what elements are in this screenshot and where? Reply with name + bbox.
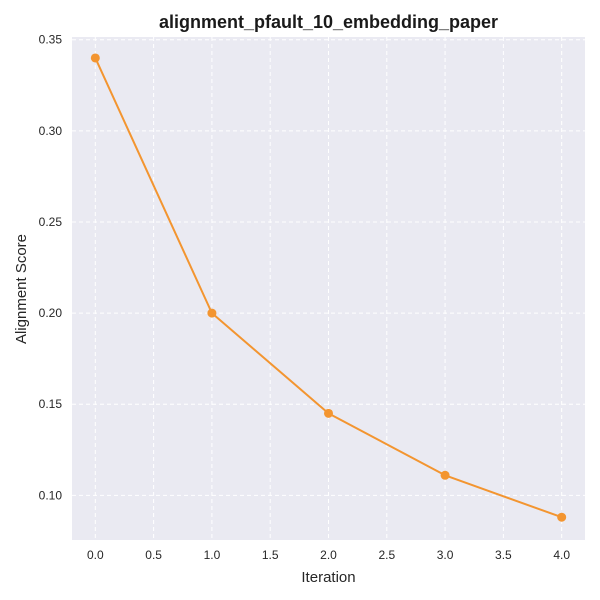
x-tick-label: 0.5 bbox=[145, 548, 162, 562]
y-axis-title: Alignment Score bbox=[13, 234, 30, 344]
series-group bbox=[90, 53, 567, 522]
x-tick-label: 3.0 bbox=[437, 548, 454, 562]
x-tick-label: 1.0 bbox=[204, 548, 221, 562]
x-tick-label: 4.0 bbox=[553, 548, 570, 562]
x-axis-title: Iteration bbox=[301, 569, 355, 586]
data-point bbox=[207, 308, 217, 318]
x-tick-label: 1.5 bbox=[262, 548, 279, 562]
x-tick-label: 2.5 bbox=[378, 548, 395, 562]
y-axis-ticks: 0.10 0.15 0.20 0.25 0.30 0.35 bbox=[39, 33, 63, 503]
data-point bbox=[557, 512, 567, 522]
y-tick-label: 0.10 bbox=[39, 488, 63, 502]
chart-title: alignment_pfault_10_embedding_paper bbox=[159, 12, 498, 32]
y-tick-label: 0.30 bbox=[39, 124, 63, 138]
plot-area bbox=[72, 37, 585, 540]
y-tick-label: 0.15 bbox=[39, 397, 63, 411]
data-point bbox=[324, 408, 333, 418]
y-tick-label: 0.25 bbox=[39, 215, 63, 229]
y-tick-label: 0.35 bbox=[39, 33, 63, 47]
data-point bbox=[90, 53, 100, 63]
x-axis-ticks: 0.0 0.5 1.0 1.5 2.0 2.5 3.0 3.5 4.0 bbox=[87, 548, 570, 562]
x-tick-label: 2.0 bbox=[320, 548, 337, 562]
y-tick-label: 0.20 bbox=[39, 306, 63, 320]
data-point bbox=[440, 470, 450, 480]
grid-lines bbox=[72, 37, 585, 540]
x-tick-label: 0.0 bbox=[87, 548, 104, 562]
x-tick-label: 3.5 bbox=[495, 548, 512, 562]
